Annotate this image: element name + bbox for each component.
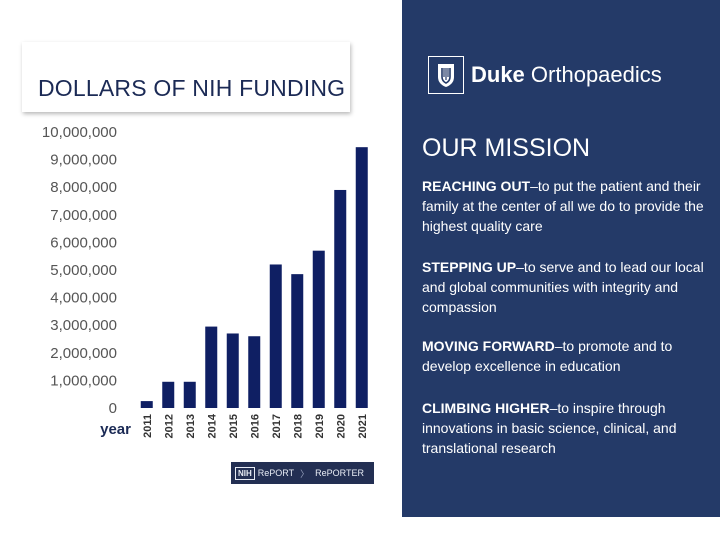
- mission-item-heading: CLIMBING HIGHER: [422, 400, 550, 416]
- y-tick-label: 1,000,000: [50, 372, 117, 389]
- mission-title: OUR MISSION: [422, 134, 591, 162]
- badge-separator-icon: 〉: [300, 468, 310, 479]
- logo-wordmark: Duke Orthopaedics: [471, 62, 662, 88]
- bar-2012: [162, 381, 175, 408]
- logo-orthopaedics: Orthopaedics: [530, 62, 662, 87]
- report-label: RePORT: [257, 468, 295, 478]
- mission-item-climbing-higher: CLIMBING HIGHER–to inspire through innov…: [422, 398, 707, 458]
- bar-2017: [269, 264, 282, 408]
- x-tick-label: 2017: [271, 414, 283, 438]
- y-tick-label: 7,000,000: [50, 207, 117, 224]
- bar-2015: [226, 333, 239, 408]
- y-tick-label: 0: [109, 400, 117, 417]
- mission-item-text: –to inspire through innovations in basic…: [422, 400, 677, 456]
- nih-badge-label: NIH: [235, 466, 255, 480]
- mission-item-stepping-up: STEPPING UP–to serve and to lead our loc…: [422, 257, 707, 317]
- mission-item-text: –to serve and to lead our local and glob…: [422, 259, 704, 315]
- mission-item-reaching-out: REACHING OUT–to put the patient and thei…: [422, 176, 707, 236]
- y-tick-label: 10,000,000: [42, 124, 117, 141]
- bar-2013: [183, 381, 196, 408]
- x-tick-label: 2011: [142, 414, 154, 438]
- x-tick-label: 2019: [314, 414, 326, 438]
- y-tick-label: 8,000,000: [50, 179, 117, 196]
- y-tick-label: 2,000,000: [50, 345, 117, 362]
- x-tick-label: 2014: [206, 413, 218, 438]
- mission-item-text: –to promote and to develop excellence in…: [422, 338, 673, 374]
- y-tick-label: 9,000,000: [50, 152, 117, 169]
- x-tick-label: 2012: [163, 414, 175, 438]
- nih-reporter-badge: NIH RePORT 〉 RePORTER: [231, 462, 374, 484]
- duke-orthopaedics-logo: Duke Orthopaedics: [428, 56, 662, 94]
- mission-item-heading: REACHING OUT: [422, 178, 531, 194]
- y-tick-label: 4,000,000: [50, 290, 117, 307]
- mission-item-heading: STEPPING UP: [422, 259, 517, 275]
- x-tick-label: 2016: [249, 414, 261, 438]
- mission-item-moving-forward: MOVING FORWARD–to promote and to develop…: [422, 336, 707, 376]
- bar-2019: [312, 250, 325, 408]
- bar-chart: 0 1,000,000 2,000,000 3,000,000 4,000,000 5,0…: [42, 124, 369, 438]
- bar-2014: [205, 326, 218, 408]
- mission-panel: Duke Orthopaedics OUR MISSION REACHING O…: [402, 0, 720, 517]
- x-tick-label: 2020: [335, 414, 347, 438]
- y-tick-label: 3,000,000: [50, 317, 117, 334]
- reporter-label: RePORTER: [315, 468, 364, 478]
- duke-shield-icon: [428, 56, 464, 94]
- bar-2018: [291, 274, 304, 408]
- x-tick-label: 2013: [185, 414, 197, 438]
- chart-title: DOLLARS OF NIH FUNDING: [38, 75, 346, 101]
- bar-2011: [140, 401, 153, 408]
- chart-title-box: DOLLARS OF NIH FUNDING: [22, 42, 350, 112]
- logo-duke: Duke: [471, 62, 525, 87]
- mission-item-text: –to put the patient and their family at …: [422, 178, 704, 234]
- bar-2020: [334, 189, 347, 408]
- x-tick-label: 2021: [357, 414, 369, 438]
- y-tick-label: 6,000,000: [50, 234, 117, 251]
- x-tick-label: 2018: [292, 414, 304, 438]
- mission-item-heading: MOVING FORWARD: [422, 338, 555, 354]
- bar-2021: [355, 147, 368, 408]
- x-tick-label: 2015: [228, 414, 240, 438]
- bar-2016: [248, 336, 261, 408]
- x-axis-label: year: [100, 421, 131, 438]
- y-tick-label: 5,000,000: [50, 262, 117, 279]
